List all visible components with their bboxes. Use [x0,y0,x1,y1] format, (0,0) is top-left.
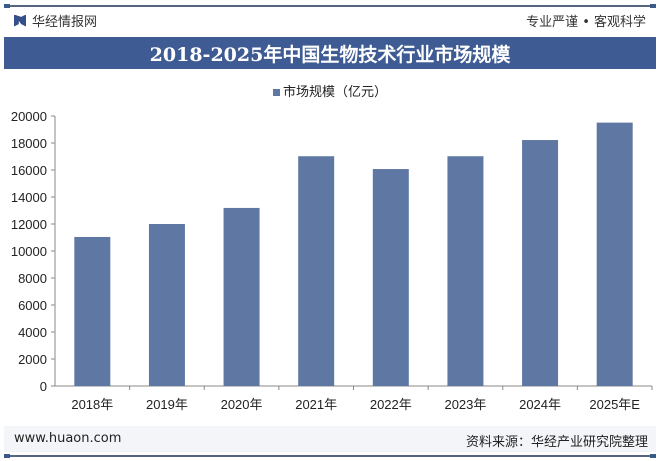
x-tick-label: 2024年 [519,397,561,412]
top-border-line [4,4,656,8]
y-tick-label: 0 [40,379,47,394]
x-tick-label: 2022年 [370,397,412,412]
footer-url: www.huaon.com [14,431,122,446]
y-tick-label: 6000 [18,298,47,313]
bar-2025年E [596,122,633,387]
bar-2019年 [148,224,185,386]
y-tick-label: 12000 [11,217,47,232]
y-tick-label: 18000 [11,136,47,151]
y-tick-label: 8000 [18,271,47,286]
x-tick-label: 2023年 [444,397,486,412]
legend: 市场规模（亿元） [0,81,660,100]
bar-2022年 [372,169,409,386]
y-tick-label: 10000 [11,244,47,259]
bar-2024年 [522,140,559,386]
legend-label: 市场规模（亿元） [282,85,387,100]
slogan: 专业严谨 • 客观科学 [526,15,646,30]
x-tick-label: 2025年E [589,397,640,412]
bar-chart: 0 2000 4000 6000 8000 10000 12000 14000 16000 180… [11,109,653,412]
y-tick-label: 2000 [18,352,47,367]
y-tick-label: 14000 [11,190,47,205]
x-tick-label: 2020年 [221,397,263,412]
y-tick-label: 4000 [18,325,47,340]
x-tick-label: 2018年 [71,397,113,412]
footer: www.huaon.com 资料来源：华经产业研究院整理 [4,426,656,452]
y-tick-label: 20000 [11,109,47,124]
legend-swatch [272,89,280,96]
bottom-border-line [4,454,656,458]
brand: 华经情报网 [14,11,97,30]
brand-name: 华经情报网 [32,15,98,30]
footer-source: 资料来源：华经产业研究院整理 [465,435,648,450]
chart-title: 2018-2025年中国生物技术行业市场规模 [4,37,656,69]
x-tick-label: 2019年 [146,397,188,412]
bar-2018年 [74,236,111,386]
bar-2020年 [223,207,260,386]
brand-logo-icon [14,14,26,27]
x-tick-label: 2021年 [295,397,337,412]
bar-2021年 [298,156,335,386]
y-tick-label: 16000 [11,163,47,178]
bar-2023年 [447,156,484,386]
